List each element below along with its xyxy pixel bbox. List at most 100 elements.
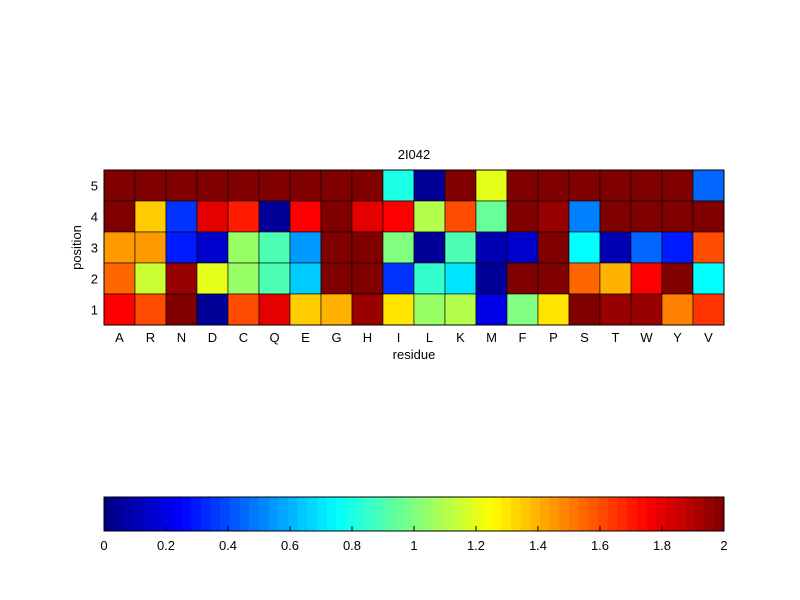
- colorbar-segment: [162, 497, 173, 531]
- heatmap-cell: [413, 262, 446, 295]
- heatmap-cell: [413, 231, 446, 264]
- colorbar-segment: [481, 497, 492, 531]
- colorbar-segment: [249, 497, 260, 531]
- colorbar-segment: [539, 497, 551, 531]
- colorbar-segment: [404, 497, 415, 531]
- heatmap-cell: [568, 293, 601, 326]
- y-tick-label: 4: [91, 210, 98, 225]
- heatmap-cell: [258, 200, 291, 233]
- heatmap-cell: [320, 231, 353, 264]
- y-tick-labels: 5 4 3 2 1: [91, 179, 98, 318]
- x-tick-label: H: [363, 330, 372, 345]
- colorbar-segment: [229, 497, 241, 531]
- colorbar-segment: [113, 497, 124, 531]
- heatmap-cell: [537, 200, 570, 233]
- colorbar-segment: [326, 497, 337, 531]
- heatmap-cell: [103, 293, 136, 326]
- colorbar-tick-label: 1: [410, 538, 417, 553]
- heatmap-cell: [444, 231, 477, 264]
- heatmap-cell: [320, 200, 353, 233]
- chart-title: 2I042: [398, 147, 431, 162]
- colorbar-segment: [646, 497, 657, 531]
- heatmap-cell: [258, 262, 291, 295]
- y-tick-label: 5: [91, 179, 98, 194]
- heatmap-cell: [103, 262, 136, 295]
- colorbar-segment: [288, 497, 299, 531]
- colorbar-segment: [656, 497, 667, 531]
- heatmap-cell: [475, 200, 508, 233]
- heatmap-cell: [506, 169, 539, 202]
- heatmap-cell: [258, 293, 291, 326]
- colorbar-tick-label: 0.4: [219, 538, 237, 553]
- colorbar-segment: [578, 497, 589, 531]
- x-tick-label: F: [519, 330, 527, 345]
- heatmap-cell: [661, 200, 694, 233]
- colorbar-tick-label: 0.8: [343, 538, 361, 553]
- heatmap-cell: [289, 231, 322, 264]
- heatmap-cell: [599, 169, 632, 202]
- heatmap-cells: [103, 169, 725, 326]
- colorbar-segment: [268, 497, 279, 531]
- colorbar-segment: [200, 497, 211, 531]
- colorbar-segment: [510, 497, 521, 531]
- heatmap-cell: [196, 262, 229, 295]
- colorbar-segment: [239, 497, 250, 531]
- x-tick-label: L: [426, 330, 433, 345]
- colorbar-segment: [685, 497, 696, 531]
- colorbar-segment: [142, 497, 153, 531]
- heatmap-cell: [351, 200, 384, 233]
- colorbar-segment: [171, 497, 182, 531]
- colorbar-segment: [365, 497, 376, 531]
- x-tick-label: S: [580, 330, 589, 345]
- colorbar-tick-label: 1.8: [653, 538, 671, 553]
- heatmap-cell: [134, 169, 167, 202]
- colorbar-segment: [549, 497, 560, 531]
- heatmap-cell: [134, 231, 167, 264]
- colorbar-tick-label: 0: [100, 538, 107, 553]
- colorbar-segment: [317, 497, 328, 531]
- heatmap-cell: [227, 231, 260, 264]
- colorbar-segment: [636, 497, 647, 531]
- heatmap-cell: [692, 293, 725, 326]
- heatmap-cell: [134, 262, 167, 295]
- heatmap-cell: [227, 262, 260, 295]
- colorbar-segment: [462, 497, 473, 531]
- x-tick-label: Y: [673, 330, 682, 345]
- colorbar-segment: [123, 497, 134, 531]
- heatmap-cell: [444, 200, 477, 233]
- x-tick-label: W: [640, 330, 653, 345]
- colorbar-tick-label: 1.4: [529, 538, 547, 553]
- x-tick-label: D: [208, 330, 217, 345]
- colorbar-segment: [675, 497, 686, 531]
- heatmap-cell: [165, 200, 198, 233]
- x-tick-label: N: [177, 330, 186, 345]
- colorbar-segment: [210, 497, 221, 531]
- x-tick-label: P: [549, 330, 558, 345]
- heatmap-cell: [382, 262, 415, 295]
- colorbar-segment: [259, 497, 270, 531]
- colorbar-segment: [588, 497, 599, 531]
- colorbar-segment: [559, 497, 570, 531]
- colorbar-segment: [375, 497, 386, 531]
- colorbar-segment: [607, 497, 618, 531]
- heatmap-cell: [630, 231, 663, 264]
- heatmap-cell: [506, 231, 539, 264]
- heatmap-cell: [382, 200, 415, 233]
- heatmap-cell: [692, 169, 725, 202]
- y-tick-label: 2: [91, 272, 98, 287]
- heatmap-cell: [134, 200, 167, 233]
- heatmap-cell: [568, 231, 601, 264]
- colorbar-tick-label: 0.6: [281, 538, 299, 553]
- colorbar-segment: [665, 497, 676, 531]
- heatmap-cell: [289, 293, 322, 326]
- heatmap-cell: [382, 231, 415, 264]
- heatmap-cell: [258, 231, 291, 264]
- x-tick-label: Q: [269, 330, 279, 345]
- x-tick-label: A: [115, 330, 124, 345]
- x-axis-label: residue: [393, 347, 436, 362]
- heatmap-cell: [506, 262, 539, 295]
- heatmap-cell: [196, 169, 229, 202]
- heatmap-cell: [568, 200, 601, 233]
- colorbar-segment: [714, 497, 725, 531]
